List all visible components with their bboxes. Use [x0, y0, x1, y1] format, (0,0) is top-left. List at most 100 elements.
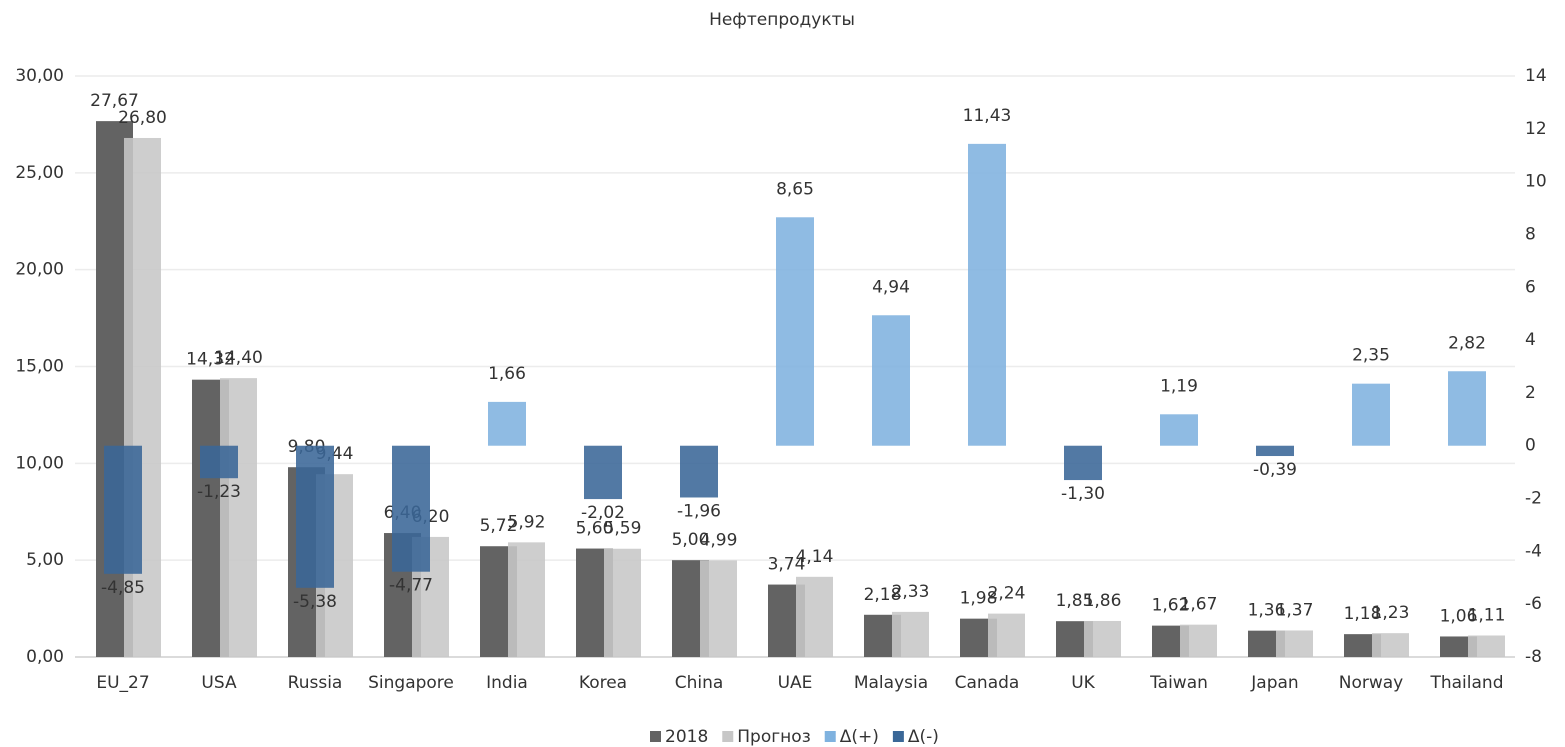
bar — [796, 576, 833, 657]
x-tick-label: Norway — [1339, 673, 1404, 693]
bar — [700, 560, 737, 657]
y2-tick-label: -4 — [1525, 541, 1542, 561]
data-label: 1,18 — [1344, 604, 1382, 624]
data-label: 5,60 — [576, 519, 614, 539]
y-tick-label: 5,00 — [26, 550, 64, 570]
bar — [892, 611, 929, 657]
x-tick-label: USA — [201, 673, 237, 693]
legend-swatch — [824, 731, 836, 742]
data-label: -5,38 — [293, 592, 337, 612]
bar — [392, 445, 430, 572]
data-label: 2,33 — [892, 582, 930, 602]
bar — [1180, 624, 1217, 657]
y2-tick-label: 4 — [1525, 330, 1536, 350]
x-tick-label: Malaysia — [854, 673, 928, 693]
y2-tick-label: 8 — [1525, 224, 1536, 244]
y2-tick-label: 2 — [1525, 383, 1536, 403]
data-label: 1,36 — [1248, 601, 1286, 621]
bar — [1276, 630, 1313, 657]
data-label: 1,11 — [1468, 606, 1506, 626]
y2-tick-label: 6 — [1525, 277, 1536, 297]
x-tick-label: Singapore — [368, 673, 454, 693]
data-label: -4,77 — [389, 576, 433, 596]
data-label: -4,85 — [101, 578, 145, 598]
x-tick-label: India — [486, 673, 528, 693]
data-label: 5,92 — [508, 512, 546, 532]
y2-tick-label: 14 — [1525, 66, 1547, 86]
x-tick-label: UK — [1071, 673, 1095, 693]
y2-tick-label: -8 — [1525, 647, 1542, 667]
data-label: 26,80 — [118, 108, 167, 128]
data-label: 14,40 — [214, 348, 263, 368]
data-label: 1,98 — [960, 589, 998, 609]
x-tick-label: Japan — [1250, 673, 1298, 693]
x-tick-label: China — [675, 673, 724, 693]
bar — [1160, 414, 1198, 446]
data-label: 11,43 — [963, 106, 1012, 126]
y2-tick-label: 0 — [1525, 436, 1536, 456]
bar — [488, 401, 526, 446]
bar — [680, 445, 718, 498]
bar — [296, 445, 334, 588]
x-tick-label: Thailand — [1429, 673, 1503, 693]
bar — [220, 378, 257, 657]
bar — [584, 445, 622, 500]
x-tick-label: Taiwan — [1149, 673, 1208, 693]
data-label: -0,39 — [1253, 460, 1297, 480]
legend-entry: Прогноз — [737, 727, 810, 747]
data-label: 1,23 — [1372, 603, 1410, 623]
data-label: -2,02 — [581, 503, 625, 523]
y-tick-label: 20,00 — [15, 260, 64, 280]
data-label: 1,37 — [1276, 600, 1314, 620]
data-label: 1,66 — [488, 364, 526, 384]
bar — [1372, 633, 1409, 657]
legend-entry: 2018 — [665, 727, 708, 747]
bar — [104, 445, 142, 574]
x-tick-label: EU_27 — [96, 673, 149, 693]
x-tick-label: Canada — [955, 673, 1020, 693]
data-label: 1,06 — [1440, 606, 1478, 626]
y2-tick-label: -2 — [1525, 489, 1542, 509]
bar — [968, 143, 1006, 446]
y2-tick-label: 12 — [1525, 119, 1547, 139]
y-tick-label: 0,00 — [26, 647, 64, 667]
x-tick-label: Russia — [288, 673, 343, 693]
data-label: 2,18 — [864, 585, 902, 605]
data-label: -1,30 — [1061, 484, 1105, 504]
data-label: 5,72 — [480, 516, 518, 536]
x-tick-label: Korea — [579, 673, 627, 693]
bar — [1064, 445, 1102, 481]
data-label: 4,14 — [796, 547, 834, 567]
bar — [1256, 445, 1294, 457]
data-label: 5,59 — [604, 519, 642, 539]
data-label: -1,23 — [197, 482, 241, 502]
bar — [872, 315, 910, 446]
data-label: 2,24 — [988, 584, 1026, 604]
bar — [776, 217, 814, 446]
y2-tick-label: -6 — [1525, 594, 1542, 614]
legend-swatch — [650, 731, 661, 742]
chart-title: Нефтепродукты — [709, 10, 855, 30]
bar — [200, 445, 238, 479]
bar — [1344, 634, 1381, 657]
data-label: 4,94 — [872, 277, 910, 297]
legend-entry: Δ(+) — [840, 727, 879, 747]
bar — [604, 548, 641, 657]
y-tick-label: 15,00 — [15, 357, 64, 377]
data-label: 3,74 — [768, 555, 806, 575]
data-label: 1,67 — [1180, 595, 1218, 615]
bar — [1352, 383, 1390, 446]
y-tick-label: 25,00 — [15, 163, 64, 183]
x-tick-label: UAE — [778, 673, 813, 693]
data-label: 27,67 — [90, 91, 139, 111]
bar — [1468, 635, 1505, 657]
y2-tick-label: 10 — [1525, 172, 1547, 192]
data-label: 4,99 — [700, 530, 738, 550]
legend-swatch — [722, 731, 734, 742]
data-label: 1,62 — [1152, 596, 1190, 616]
data-label: 1,86 — [1084, 591, 1122, 611]
data-label: -1,96 — [677, 501, 721, 521]
bar — [988, 613, 1025, 657]
data-label: 8,65 — [776, 179, 814, 199]
